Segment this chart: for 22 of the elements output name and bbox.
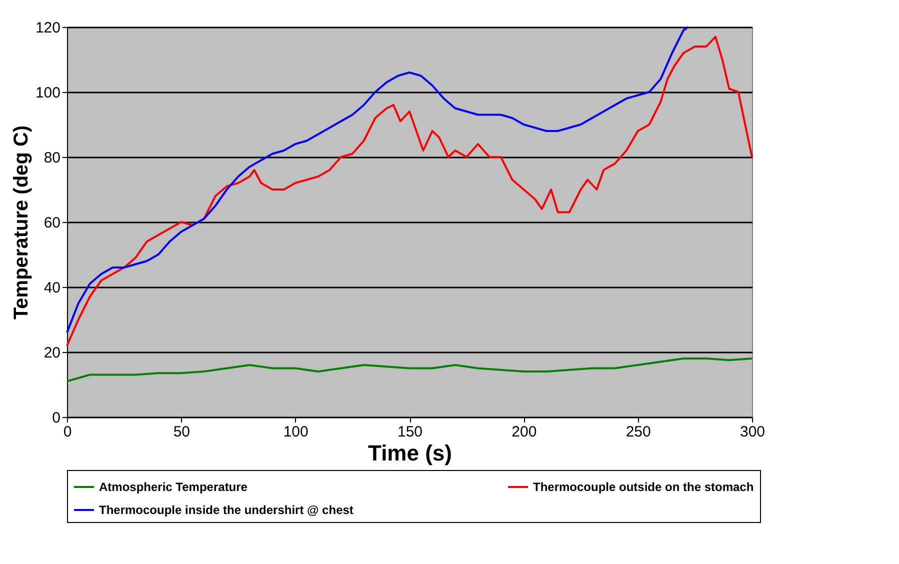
x-tick-label: 50 [173,424,190,440]
legend-label: Thermocouple inside the undershirt @ chest [99,503,354,517]
x-tick-label: 100 [283,424,308,440]
x-tick-label: 0 [63,424,72,440]
y-tick-label: 100 [35,84,60,102]
legend-label: Atmospheric Temperature [99,480,248,494]
y-tick-label: 0 [52,410,60,426]
y-tick-label: 20 [44,344,60,362]
x-tick-label: 300 [740,424,766,440]
line-series [66,358,753,382]
x-tick-label: 200 [512,424,537,440]
x-tick-label: 250 [626,424,651,440]
y-tick-label: 40 [44,280,60,296]
y-tick-label: 80 [44,150,60,166]
y-tick-label: 120 [35,20,60,36]
line-series [66,26,690,334]
y-axis-title: Temperature (deg C) [10,125,32,320]
legend-label: Thermocouple outside on the stomach [533,480,754,494]
y-tick-label: 60 [44,214,60,232]
x-axis-title: Time (s) [368,440,452,466]
x-tick-label: 150 [397,424,423,440]
line-series [66,36,753,346]
